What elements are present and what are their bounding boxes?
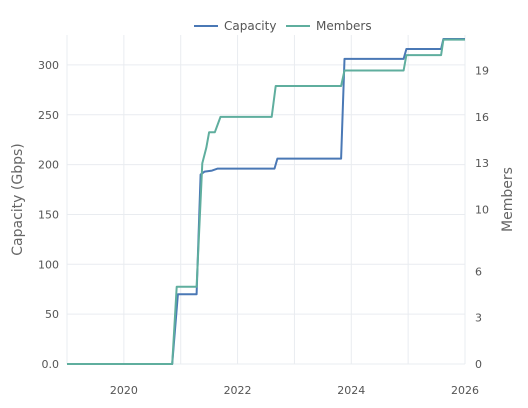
x-tick-label: 2022	[224, 384, 252, 397]
y-right-axis-title: Members	[500, 167, 516, 232]
y-left-tick-label: 300	[38, 59, 59, 72]
series-line-members	[67, 38, 465, 365]
y-left-tick-label: 250	[38, 109, 59, 122]
series-lines	[67, 38, 465, 365]
y-left-axis-title: Capacity (Gbps)	[10, 143, 26, 255]
legend-label-members: Members	[316, 19, 372, 33]
y-right-tick-label: 3	[475, 312, 482, 325]
y-right-tick-label: 16	[475, 111, 489, 124]
y-right-tick-label: 0	[475, 358, 482, 371]
x-tick-label: 2026	[451, 384, 479, 397]
y-left-tick-label: 50	[45, 308, 59, 321]
y-right-tick-label: 19	[475, 65, 489, 78]
grid	[66, 35, 466, 365]
y-left-tick-label: 200	[38, 159, 59, 172]
y-left-tick-label: 100	[38, 258, 59, 271]
series-line-capacity	[67, 38, 465, 365]
y-left-tick-label: 0.0	[42, 358, 60, 371]
x-tick-label: 2020	[110, 384, 138, 397]
y-left-tick-label: 150	[38, 208, 59, 221]
x-tick-label: 2024	[337, 384, 365, 397]
y-right-tick-label: 10	[475, 204, 489, 217]
y-right-tick-label: 13	[475, 157, 489, 170]
axes: 0.0 50 100 150 200 250 300 0 3 6 10 13 16 19 2020 2022 2…	[10, 59, 516, 397]
legend: Capacity Members	[194, 19, 372, 33]
legend-label-capacity: Capacity	[224, 19, 276, 33]
y-right-tick-label: 6	[475, 265, 482, 278]
